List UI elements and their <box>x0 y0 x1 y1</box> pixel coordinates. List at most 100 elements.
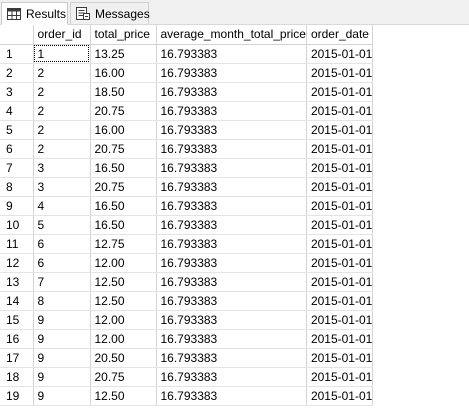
table-row[interactable]: 4 2 20.75 16.793383 2015-01-01 <box>0 101 374 121</box>
total-price-cell[interactable]: 12.00 <box>90 310 157 330</box>
order-date-cell[interactable]: 2015-01-01 <box>306 196 374 216</box>
row-number[interactable]: 8 <box>0 177 34 197</box>
order-id-cell[interactable]: 4 <box>33 196 91 216</box>
table-row[interactable]: 12 6 12.00 16.793383 2015-01-01 <box>0 253 374 273</box>
average-month-total-price-cell[interactable]: 16.793383 <box>156 253 307 273</box>
order-date-cell[interactable]: 2015-01-01 <box>306 272 374 292</box>
order-id-cell[interactable]: 2 <box>33 101 91 121</box>
order-date-cell[interactable]: 2015-01-01 <box>306 367 374 387</box>
order-id-cell[interactable]: 3 <box>33 158 91 178</box>
order-date-cell[interactable]: 2015-01-01 <box>306 253 374 273</box>
total-price-cell[interactable]: 16.00 <box>90 63 157 83</box>
total-price-cell[interactable]: 16.00 <box>90 120 157 140</box>
row-number[interactable]: 13 <box>0 272 34 292</box>
row-number[interactable]: 9 <box>0 196 34 216</box>
order-date-cell[interactable]: 2015-01-01 <box>306 101 374 121</box>
order-id-cell[interactable]: 9 <box>33 348 91 368</box>
table-row[interactable]: 7 3 16.50 16.793383 2015-01-01 <box>0 158 374 178</box>
table-row[interactable]: 1 1 13.25 16.793383 2015-01-01 <box>0 44 374 64</box>
row-number[interactable]: 11 <box>0 234 34 254</box>
order-id-cell[interactable]: 2 <box>33 139 91 159</box>
order-date-cell[interactable]: 2015-01-01 <box>306 120 374 140</box>
table-row[interactable]: 2 2 16.00 16.793383 2015-01-01 <box>0 63 374 83</box>
order-date-cell[interactable]: 2015-01-01 <box>306 177 374 197</box>
total-price-cell[interactable]: 16.50 <box>90 158 157 178</box>
tab-messages[interactable]: Messages <box>70 2 150 24</box>
row-number[interactable]: 18 <box>0 367 34 387</box>
row-number[interactable]: 10 <box>0 215 34 235</box>
table-row[interactable]: 8 3 20.75 16.793383 2015-01-01 <box>0 177 374 197</box>
average-month-total-price-cell[interactable]: 16.793383 <box>156 139 307 159</box>
order-id-cell[interactable]: 3 <box>33 177 91 197</box>
total-price-cell[interactable]: 16.50 <box>90 196 157 216</box>
average-month-total-price-cell[interactable]: 16.793383 <box>156 348 307 368</box>
order-date-cell[interactable]: 2015-01-01 <box>306 139 374 159</box>
order-id-cell[interactable]: 9 <box>33 367 91 387</box>
total-price-cell[interactable]: 16.50 <box>90 215 157 235</box>
average-month-total-price-cell[interactable]: 16.793383 <box>156 196 307 216</box>
table-row[interactable]: 14 8 12.50 16.793383 2015-01-01 <box>0 291 374 311</box>
order-id-cell[interactable]: 2 <box>33 120 91 140</box>
table-row[interactable]: 17 9 20.50 16.793383 2015-01-01 <box>0 348 374 368</box>
total-price-cell[interactable]: 20.75 <box>90 177 157 197</box>
column-header-average-month-total-price[interactable]: average_month_total_price <box>156 25 307 45</box>
order-date-cell[interactable]: 2015-01-01 <box>306 158 374 178</box>
order-id-cell[interactable]: 6 <box>33 234 91 254</box>
order-id-cell[interactable]: 2 <box>33 63 91 83</box>
row-number[interactable]: 15 <box>0 310 34 330</box>
average-month-total-price-cell[interactable]: 16.793383 <box>156 291 307 311</box>
table-row[interactable]: 16 9 12.00 16.793383 2015-01-01 <box>0 329 374 349</box>
row-number[interactable]: 3 <box>0 82 34 102</box>
row-number[interactable]: 1 <box>0 44 34 64</box>
total-price-cell[interactable]: 12.50 <box>90 272 157 292</box>
table-row[interactable]: 3 2 18.50 16.793383 2015-01-01 <box>0 82 374 102</box>
order-date-cell[interactable]: 2015-01-01 <box>306 234 374 254</box>
order-id-cell[interactable]: 9 <box>33 329 91 349</box>
total-price-cell[interactable]: 12.00 <box>90 253 157 273</box>
total-price-cell[interactable]: 12.50 <box>90 291 157 311</box>
average-month-total-price-cell[interactable]: 16.793383 <box>156 158 307 178</box>
order-id-cell[interactable]: 9 <box>33 386 91 406</box>
average-month-total-price-cell[interactable]: 16.793383 <box>156 82 307 102</box>
results-grid[interactable]: order_id total_price average_month_total… <box>0 25 469 413</box>
row-number[interactable]: 19 <box>0 386 34 406</box>
row-number[interactable]: 16 <box>0 329 34 349</box>
row-number[interactable]: 12 <box>0 253 34 273</box>
average-month-total-price-cell[interactable]: 16.793383 <box>156 63 307 83</box>
average-month-total-price-cell[interactable]: 16.793383 <box>156 101 307 121</box>
row-number[interactable]: 4 <box>0 101 34 121</box>
table-row[interactable]: 11 6 12.75 16.793383 2015-01-01 <box>0 234 374 254</box>
table-row[interactable]: 15 9 12.00 16.793383 2015-01-01 <box>0 310 374 330</box>
row-number[interactable]: 6 <box>0 139 34 159</box>
order-id-cell[interactable]: 1 <box>33 44 91 64</box>
order-date-cell[interactable]: 2015-01-01 <box>306 63 374 83</box>
order-date-cell[interactable]: 2015-01-01 <box>306 291 374 311</box>
order-date-cell[interactable]: 2015-01-01 <box>306 386 374 406</box>
order-date-cell[interactable]: 2015-01-01 <box>306 348 374 368</box>
average-month-total-price-cell[interactable]: 16.793383 <box>156 234 307 254</box>
total-price-cell[interactable]: 20.75 <box>90 139 157 159</box>
order-date-cell[interactable]: 2015-01-01 <box>306 44 374 64</box>
table-row[interactable]: 9 4 16.50 16.793383 2015-01-01 <box>0 196 374 216</box>
row-number[interactable]: 5 <box>0 120 34 140</box>
total-price-cell[interactable]: 20.50 <box>90 348 157 368</box>
average-month-total-price-cell[interactable]: 16.793383 <box>156 386 307 406</box>
average-month-total-price-cell[interactable]: 16.793383 <box>156 329 307 349</box>
total-price-cell[interactable]: 12.75 <box>90 234 157 254</box>
total-price-cell[interactable]: 18.50 <box>90 82 157 102</box>
order-date-cell[interactable]: 2015-01-01 <box>306 310 374 330</box>
order-id-cell[interactable]: 5 <box>33 215 91 235</box>
total-price-cell[interactable]: 12.50 <box>90 386 157 406</box>
average-month-total-price-cell[interactable]: 16.793383 <box>156 310 307 330</box>
order-date-cell[interactable]: 2015-01-01 <box>306 329 374 349</box>
total-price-cell[interactable]: 12.00 <box>90 329 157 349</box>
tab-results[interactable]: Results <box>1 2 68 25</box>
row-number[interactable]: 17 <box>0 348 34 368</box>
order-id-cell[interactable]: 9 <box>33 310 91 330</box>
average-month-total-price-cell[interactable]: 16.793383 <box>156 177 307 197</box>
order-date-cell[interactable]: 2015-01-01 <box>306 215 374 235</box>
column-header-order-date[interactable]: order_date <box>306 25 374 45</box>
row-number[interactable]: 2 <box>0 63 34 83</box>
table-row[interactable]: 10 5 16.50 16.793383 2015-01-01 <box>0 215 374 235</box>
average-month-total-price-cell[interactable]: 16.793383 <box>156 120 307 140</box>
